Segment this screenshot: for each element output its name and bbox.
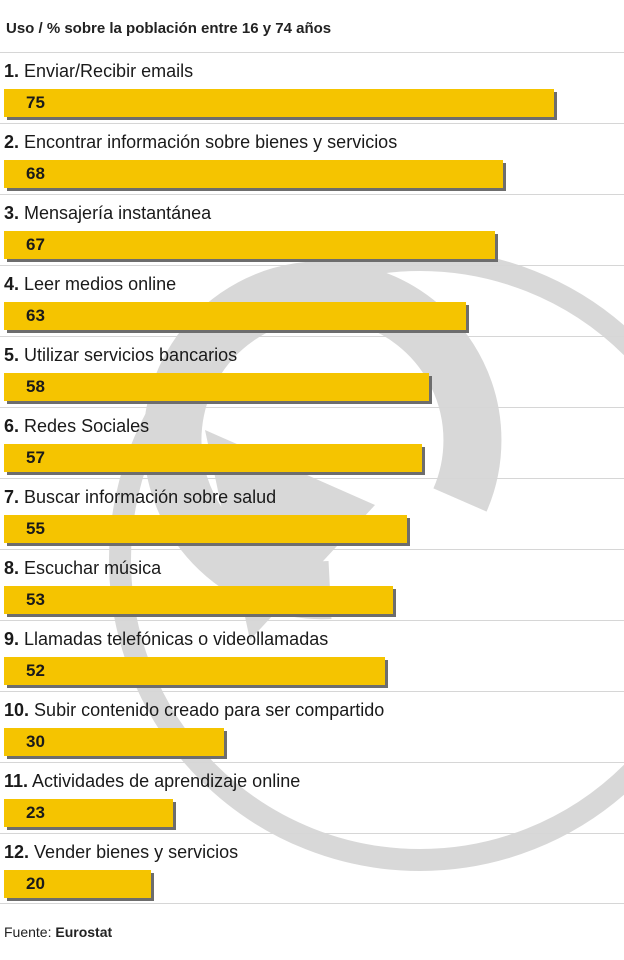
category-label: 3. Mensajería instantánea <box>4 203 211 224</box>
bar-track: 63 <box>4 302 620 330</box>
chart-row: 4. Leer medios online 63 <box>0 265 624 336</box>
rank-number: 12. <box>4 842 30 862</box>
category-label: 6. Redes Sociales <box>4 416 149 437</box>
category-text: Subir contenido creado para ser comparti… <box>34 700 385 720</box>
chart-row: 5. Utilizar servicios bancarios 58 <box>0 336 624 407</box>
bar-track: 30 <box>4 728 620 756</box>
source-line: Fuente: Eurostat <box>4 924 112 940</box>
rank-number: 11. <box>4 771 29 791</box>
category-text: Llamadas telefónicas o videollamadas <box>24 629 329 649</box>
category-text: Utilizar servicios bancarios <box>24 345 238 365</box>
bar-track: 52 <box>4 657 620 685</box>
bar-value-label: 52 <box>26 661 45 680</box>
bar-track: 57 <box>4 444 620 472</box>
chart-row: 8. Escuchar música 53 <box>0 549 624 620</box>
category-text: Leer medios online <box>24 274 177 294</box>
chart-row: 11. Actividades de aprendizaje online 23 <box>0 762 624 833</box>
chart-title: Uso / % sobre la población entre 16 y 74… <box>6 20 332 37</box>
bar: 52 <box>4 657 385 685</box>
bar-track: 68 <box>4 160 620 188</box>
rank-number: 2. <box>4 132 20 152</box>
category-text: Escuchar música <box>24 558 162 578</box>
rank-number: 6. <box>4 416 20 436</box>
chart-row: 10. Subir contenido creado para ser comp… <box>0 691 624 762</box>
bar-track: 55 <box>4 515 620 543</box>
bar-chart: 1. Enviar/Recibir emails 75 2. Encontrar i… <box>0 52 624 904</box>
bar-value-label: 67 <box>26 235 45 254</box>
bar-track: 20 <box>4 870 620 898</box>
bar-value-label: 75 <box>26 93 45 112</box>
rank-number: 8. <box>4 558 20 578</box>
bar: 53 <box>4 586 393 614</box>
chart-row: 7. Buscar información sobre salud 55 <box>0 478 624 549</box>
category-text: Enviar/Recibir emails <box>24 61 194 81</box>
bar-value-label: 57 <box>26 448 45 467</box>
rank-number: 4. <box>4 274 20 294</box>
bar: 58 <box>4 373 429 401</box>
rank-number: 10. <box>4 700 30 720</box>
bar: 55 <box>4 515 407 543</box>
bar-value-label: 63 <box>26 306 45 325</box>
bar-track: 23 <box>4 799 620 827</box>
chart-row: 6. Redes Sociales 57 <box>0 407 624 478</box>
category-label: 12. Vender bienes y servicios <box>4 842 238 863</box>
category-text: Vender bienes y servicios <box>34 842 239 862</box>
category-label: 7. Buscar información sobre salud <box>4 487 276 508</box>
bar: 75 <box>4 89 554 117</box>
bar-value-label: 23 <box>26 803 45 822</box>
rank-number: 9. <box>4 629 20 649</box>
category-label: 1. Enviar/Recibir emails <box>4 61 193 82</box>
bar: 63 <box>4 302 466 330</box>
category-label: 4. Leer medios online <box>4 274 176 295</box>
bar-value-label: 68 <box>26 164 45 183</box>
bar-value-label: 53 <box>26 590 45 609</box>
chart-row: 1. Enviar/Recibir emails 75 <box>0 52 624 123</box>
bar-track: 75 <box>4 89 620 117</box>
category-text: Actividades de aprendizaje online <box>32 771 301 791</box>
bar: 68 <box>4 160 503 188</box>
bar-value-label: 20 <box>26 874 45 893</box>
rank-number: 3. <box>4 203 20 223</box>
category-label: 9. Llamadas telefónicas o videollamadas <box>4 629 328 650</box>
category-label: 2. Encontrar información sobre bienes y … <box>4 132 397 153</box>
chart-row: 9. Llamadas telefónicas o videollamadas 5… <box>0 620 624 691</box>
bar-value-label: 30 <box>26 732 45 751</box>
rank-number: 7. <box>4 487 20 507</box>
bar-track: 67 <box>4 231 620 259</box>
category-text: Buscar información sobre salud <box>24 487 277 507</box>
source-name: Eurostat <box>55 924 113 940</box>
category-label: 10. Subir contenido creado para ser comp… <box>4 700 384 721</box>
bar-track: 58 <box>4 373 620 401</box>
category-text: Mensajería instantánea <box>24 203 212 223</box>
rank-number: 5. <box>4 345 20 365</box>
bar: 30 <box>4 728 224 756</box>
bar: 23 <box>4 799 173 827</box>
rank-number: 1. <box>4 61 20 81</box>
bar: 20 <box>4 870 151 898</box>
chart-row: 2. Encontrar información sobre bienes y … <box>0 123 624 194</box>
bar-track: 53 <box>4 586 620 614</box>
category-label: 5. Utilizar servicios bancarios <box>4 345 237 366</box>
category-label: 11. Actividades de aprendizaje online <box>4 771 300 792</box>
bar-value-label: 58 <box>26 377 45 396</box>
category-text: Redes Sociales <box>24 416 150 436</box>
bar-value-label: 55 <box>26 519 45 538</box>
source-label: Fuente: <box>4 924 52 940</box>
chart-row: 3. Mensajería instantánea 67 <box>0 194 624 265</box>
bar: 67 <box>4 231 495 259</box>
chart-row: 12. Vender bienes y servicios 20 <box>0 833 624 904</box>
bar: 57 <box>4 444 422 472</box>
category-label: 8. Escuchar música <box>4 558 161 579</box>
category-text: Encontrar información sobre bienes y ser… <box>24 132 398 152</box>
